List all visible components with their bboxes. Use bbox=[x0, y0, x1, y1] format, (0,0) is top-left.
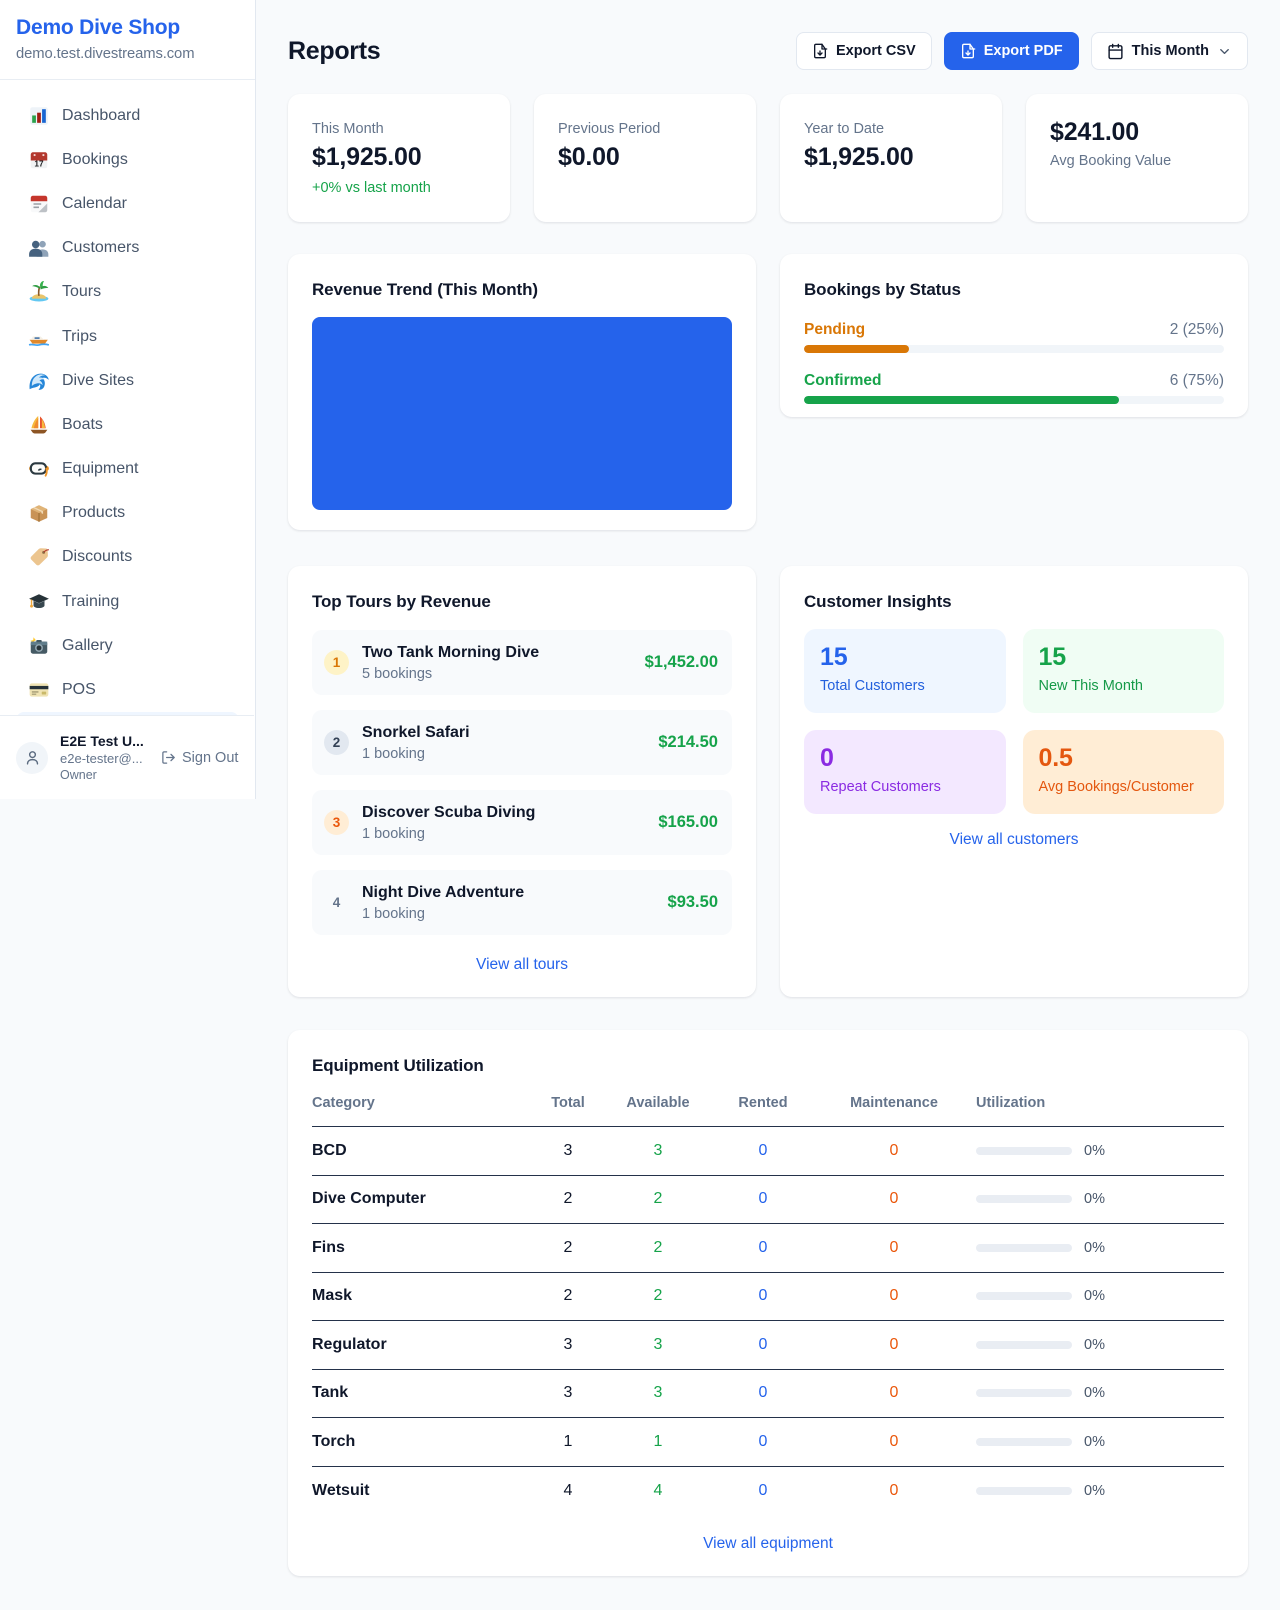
svg-text:17: 17 bbox=[34, 159, 44, 168]
